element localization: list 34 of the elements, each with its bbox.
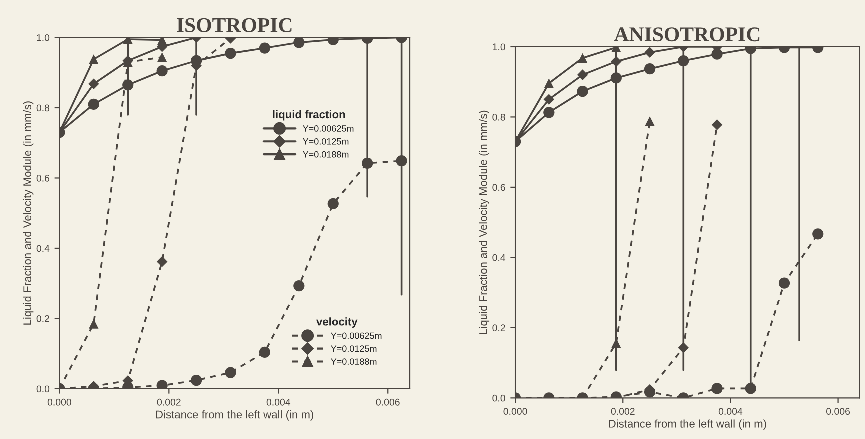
y-tick-label: 0.0 [36,386,50,393]
y-tick-label: 0.6 [36,174,50,182]
text: velocity [316,318,358,328]
y-tick-label: 0.4 [492,254,506,262]
y-tick-label: 0.2 [492,324,506,332]
legend-label: Y=0.0188m [303,151,349,158]
legend-label: Y=0.0125m [331,346,377,352]
x-axis-title: Distance from the left wall (in m) [156,410,314,421]
x-tick-label: 0.004 [718,408,743,416]
x-tick-label: 0.006 [376,398,400,406]
chart-title: ISOTROPIC [177,18,292,32]
y-axis-title: Liquid Fraction and Velocity Module (in mm/s) [479,110,490,334]
legend-label: Y=0.00625m [331,332,382,340]
x-tick-label: 0.000 [504,408,528,416]
x-tick-label: 0.002 [157,398,181,406]
text: liquid fraction [273,110,346,121]
y-tick-label: 0.8 [36,104,50,112]
x-tick-label: 0.006 [826,408,850,416]
y-axis-title: Liquid Fraction and Velocity Module (in mm/s) [23,102,34,325]
y-tick-label: 0.6 [492,184,506,192]
y-tick-label: 0.4 [36,245,50,252]
y-tick-label: 1.0 [493,44,506,51]
y-tick-label: 0.8 [492,114,506,121]
y-tick-label: 1.0 [37,34,50,42]
y-tick-label: 0.2 [36,315,50,322]
y-tick-label: 0.0 [492,394,506,402]
legend-label: Y=0.0188m [331,358,377,365]
legend-label: Y=0.00625m [303,126,354,132]
x-tick-label: 0.000 [48,398,72,406]
x-axis-title: Distance from the left wall (in m) [609,420,766,430]
x-tick-label: 0.004 [266,398,291,406]
legend-label: Y=0.0125m [303,138,349,145]
x-tick-label: 0.002 [611,408,635,416]
chart-title: ANISOTROPIC [614,28,760,42]
